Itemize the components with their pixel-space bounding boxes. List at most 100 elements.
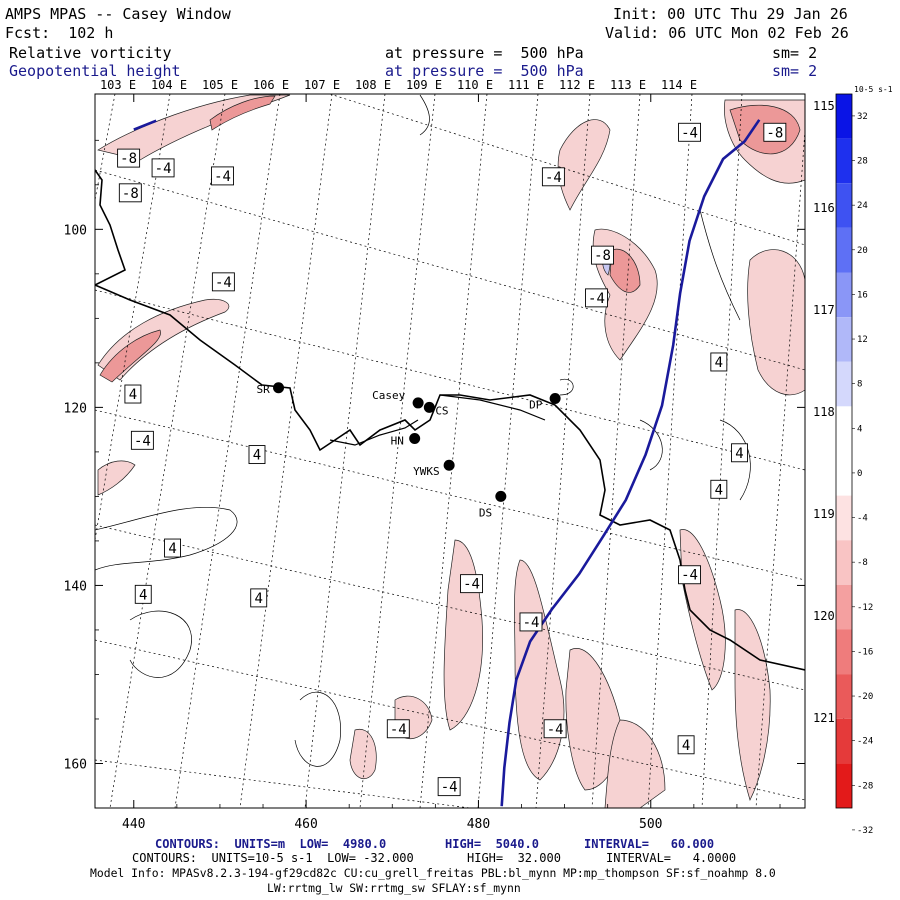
station-marker [273, 382, 285, 394]
station-marker [409, 433, 421, 445]
map-layer: -8 -4 -8 -4 -4 4 -4 4 4 4 4 -4 -4 -4 -4 -4 -4 -8 -4 -4 -8 4 4 4… [95, 94, 805, 808]
contour-label: -4 [441, 780, 458, 796]
contour-label: 4 [715, 482, 723, 498]
colorbar-segment [836, 317, 852, 362]
colorbar-segment [836, 718, 852, 764]
contour-label: -4 [681, 125, 698, 141]
colorbar-segment [836, 227, 852, 273]
contour-label-box [519, 612, 543, 632]
contour-label: 4 [129, 387, 137, 403]
contour-label-box [678, 565, 701, 585]
station-label: CS [435, 404, 448, 417]
contour-label: -4 [463, 577, 480, 593]
colorbar-segment [836, 584, 852, 630]
colorbar-tick-label: 32 [857, 112, 868, 122]
vort-area [514, 559, 565, 781]
colorbar-tick-label: -12 [857, 603, 873, 613]
contour-label: -4 [390, 722, 407, 738]
colorbar-tick-label: 20 [857, 246, 868, 256]
colorbar: 32 28 24 20 16 12 8 4 0 -4 -8 -12 -16 -20 -24 -28 -32 10-… [835, 85, 893, 836]
forecast-hour: Fcst: 102 h [5, 24, 114, 42]
colorbar-segment [836, 674, 852, 719]
contour-label: 4 [715, 355, 723, 371]
colorbar-tick-label: 24 [857, 201, 868, 211]
contour-label-box [124, 384, 142, 404]
colorbar-tick-label: -32 [857, 826, 873, 836]
contour-label-box [248, 445, 266, 465]
zero-contours [95, 94, 751, 767]
colorbar-tick-label: -4 [857, 514, 868, 524]
field2-smoothing: sm= 2 [772, 62, 818, 80]
footer-contours-height-interval: INTERVAL= 60.000 [584, 837, 715, 851]
footer-contours-height: CONTOURS: UNITS=m LOW= 4980.0 [155, 837, 387, 851]
longitude-label: 110 E [457, 78, 493, 92]
longitude-label: 112 E [559, 78, 595, 92]
station-label: SR [257, 383, 271, 396]
vort-area [604, 719, 666, 808]
longitude-label: 107 E [304, 78, 340, 92]
contour-label-box [164, 538, 181, 558]
x-tick-label: 460 [294, 817, 317, 832]
y-tick-label: 160 [64, 757, 87, 772]
longitude-label: 108 E [355, 78, 391, 92]
colorbar-segment [836, 94, 852, 139]
footer-model-info: Model Info: MPASv8.2.3-194-gf29cd82c CU:… [90, 866, 776, 880]
colorbar-segment [836, 406, 852, 451]
coastline-inner [329, 419, 419, 446]
longitude-label: 109 E [406, 78, 442, 92]
contour-label-box [211, 272, 235, 292]
contour-label-box [678, 122, 701, 142]
longitude-label: 103 E [100, 78, 136, 92]
contour-label: 4 [139, 587, 147, 603]
longitude-label: 111 E [508, 78, 544, 92]
footer-model-physics: LW:rrtmg_lw SW:rrtmg_sw SFLAY:sf_mynn [267, 881, 521, 895]
colorbar-tick-label: -8 [857, 558, 868, 568]
contour-label-box [677, 735, 695, 755]
contour-label: -8 [122, 186, 139, 202]
longitude-label: 105 E [202, 78, 238, 92]
contour-label: -4 [547, 722, 564, 738]
footer-contours-vort-interval: INTERVAL= 4.0000 [606, 851, 737, 865]
contour-label-box [134, 584, 152, 604]
footer-contours-vort: CONTOURS: UNITS=10-5 s-1 LOW= -32.000 [132, 851, 414, 865]
y-tick-label: 120 [64, 401, 87, 416]
contour-label: 4 [168, 541, 176, 557]
contour-label-box [151, 158, 175, 178]
contour-label-box [710, 479, 728, 499]
station-label: HN [391, 435, 404, 448]
contour-label-box [541, 167, 565, 187]
station-marker [423, 401, 435, 413]
field1-smoothing: sm= 2 [772, 44, 818, 62]
station-label: DP [529, 398, 543, 411]
contour-label-box [460, 574, 483, 594]
lon-gridlines [95, 94, 805, 808]
contour-label: -4 [214, 169, 231, 185]
coastline-right [439, 394, 546, 421]
longitude-label: 113 E [610, 78, 646, 92]
colorbar-segment [836, 451, 852, 496]
contour-label: -4 [588, 291, 605, 307]
colorbar-segment [836, 629, 852, 675]
station-label: Casey [372, 389, 405, 402]
contour-label: 4 [254, 591, 262, 607]
longitude-labels: 103 E 104 E 105 E 106 E 107 E 108 E 109 E 110 E… [100, 78, 697, 92]
valid-time: Valid: 06 UTC Mon 02 Feb 26 [605, 24, 849, 42]
contour-label-box [591, 245, 614, 265]
contour-label-box [117, 148, 141, 168]
contour-label-box [386, 719, 410, 739]
y-tick-label: 140 [64, 579, 87, 594]
footer-contours-height-high: HIGH= 5040.0 [445, 837, 539, 851]
contour-label-box [731, 443, 748, 463]
footer-contours-vort-high: HIGH= 32.000 [467, 851, 561, 865]
contour-label: 4 [253, 448, 261, 464]
vort-area [209, 95, 276, 131]
contour-label: -8 [594, 248, 611, 264]
field2-name: Geopotential height [9, 62, 181, 80]
contour-label-box [585, 288, 608, 308]
colorbar-tick-label: 28 [857, 157, 868, 167]
colorbar-segment [836, 495, 852, 541]
vorticity-fill [97, 94, 805, 808]
init-time: Init: 00 UTC Thu 29 Jan 26 [613, 5, 848, 23]
contour-labels: -8 -4 -8 -4 -4 4 -4 4 4 4 4 -4 -4 -4 -4 -4 -4 -8 -4 -4 -8 4 4 4… [117, 122, 787, 797]
